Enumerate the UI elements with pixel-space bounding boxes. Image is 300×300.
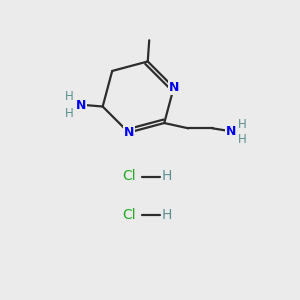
Text: N: N <box>169 81 179 94</box>
Text: N: N <box>124 126 134 139</box>
Text: Cl: Cl <box>123 169 136 184</box>
Text: H: H <box>162 169 172 184</box>
Text: N: N <box>226 125 236 138</box>
Text: H: H <box>65 90 74 103</box>
Text: H: H <box>238 133 246 146</box>
Text: H: H <box>162 208 172 222</box>
Text: Cl: Cl <box>123 208 136 222</box>
Text: H: H <box>65 107 74 120</box>
Text: H: H <box>238 118 246 131</box>
Text: N: N <box>75 99 86 112</box>
